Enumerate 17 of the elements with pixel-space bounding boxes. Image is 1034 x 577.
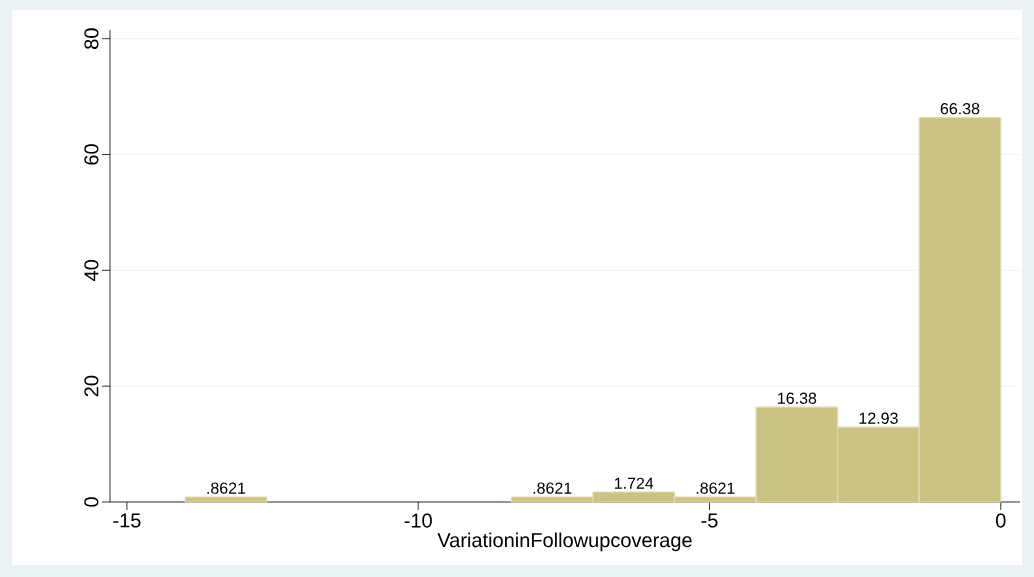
data-label: 16.38 xyxy=(778,392,817,404)
x-axis-title: VariationinFollowupcoverage xyxy=(437,532,692,552)
x-tick-label: -10 xyxy=(404,513,432,528)
data-label: .8621 xyxy=(533,482,572,494)
x-tick-label: -5 xyxy=(701,513,718,528)
y-tick-label: 60 xyxy=(84,144,99,165)
data-label: 66.38 xyxy=(940,103,980,115)
data-label: 1.724 xyxy=(614,477,654,489)
x-tick-label: -15 xyxy=(113,513,141,528)
data-label: .8621 xyxy=(696,482,735,494)
y-tick-label: 40 xyxy=(84,260,99,281)
x-tick-label: 0 xyxy=(996,513,1006,528)
data-label: .8621 xyxy=(207,482,246,494)
y-tick-label: 20 xyxy=(84,375,99,397)
y-tick-label: 80 xyxy=(84,28,99,49)
y-tick-label: 0 xyxy=(84,497,99,507)
data-label: 12.93 xyxy=(859,412,898,424)
